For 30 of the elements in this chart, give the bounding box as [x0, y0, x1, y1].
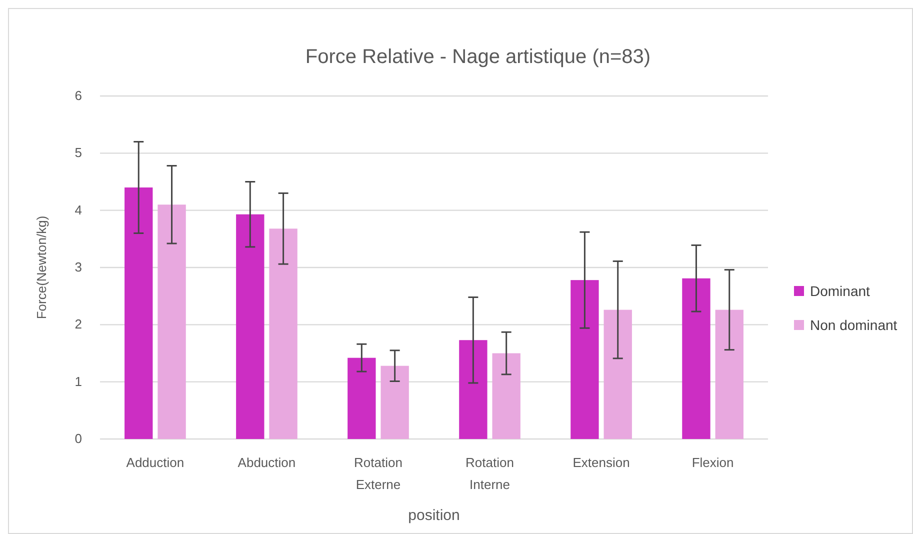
bar: [269, 228, 298, 439]
x-tick-label: Abduction: [238, 455, 296, 470]
bar: [604, 310, 632, 439]
bar: [492, 353, 520, 439]
chart-title: Force Relative - Nage artistique (n=83): [305, 46, 651, 68]
bar: [158, 204, 186, 439]
x-tick-label: Flexion: [692, 455, 734, 470]
y-tick-label: 4: [74, 202, 82, 218]
y-tick-label: 5: [74, 145, 82, 160]
y-tick-label: 2: [74, 316, 82, 332]
x-tick-label: Extension: [572, 455, 630, 470]
x-tick-label: Rotation Interne: [466, 455, 514, 492]
y-tick-label: 6: [74, 88, 82, 103]
bar: [715, 310, 744, 439]
bar: [380, 366, 409, 439]
legend-label: Dominant: [810, 283, 870, 299]
x-axis-title: position: [408, 507, 460, 524]
y-tick-label: 1: [74, 374, 82, 389]
bar: [124, 187, 153, 439]
bar: [459, 340, 488, 439]
y-axis-title: Force(Newton/kg): [34, 216, 49, 320]
bar: [236, 214, 264, 439]
y-tick-label: 0: [74, 431, 82, 446]
x-tick-label: Adduction: [126, 455, 184, 470]
bar: [348, 358, 376, 439]
legend-label: Non dominant: [810, 317, 898, 333]
y-tick-label: 3: [74, 260, 82, 274]
bar: [570, 280, 599, 439]
x-tick-label: Rotation Externe: [354, 455, 402, 492]
bar: [682, 278, 710, 439]
